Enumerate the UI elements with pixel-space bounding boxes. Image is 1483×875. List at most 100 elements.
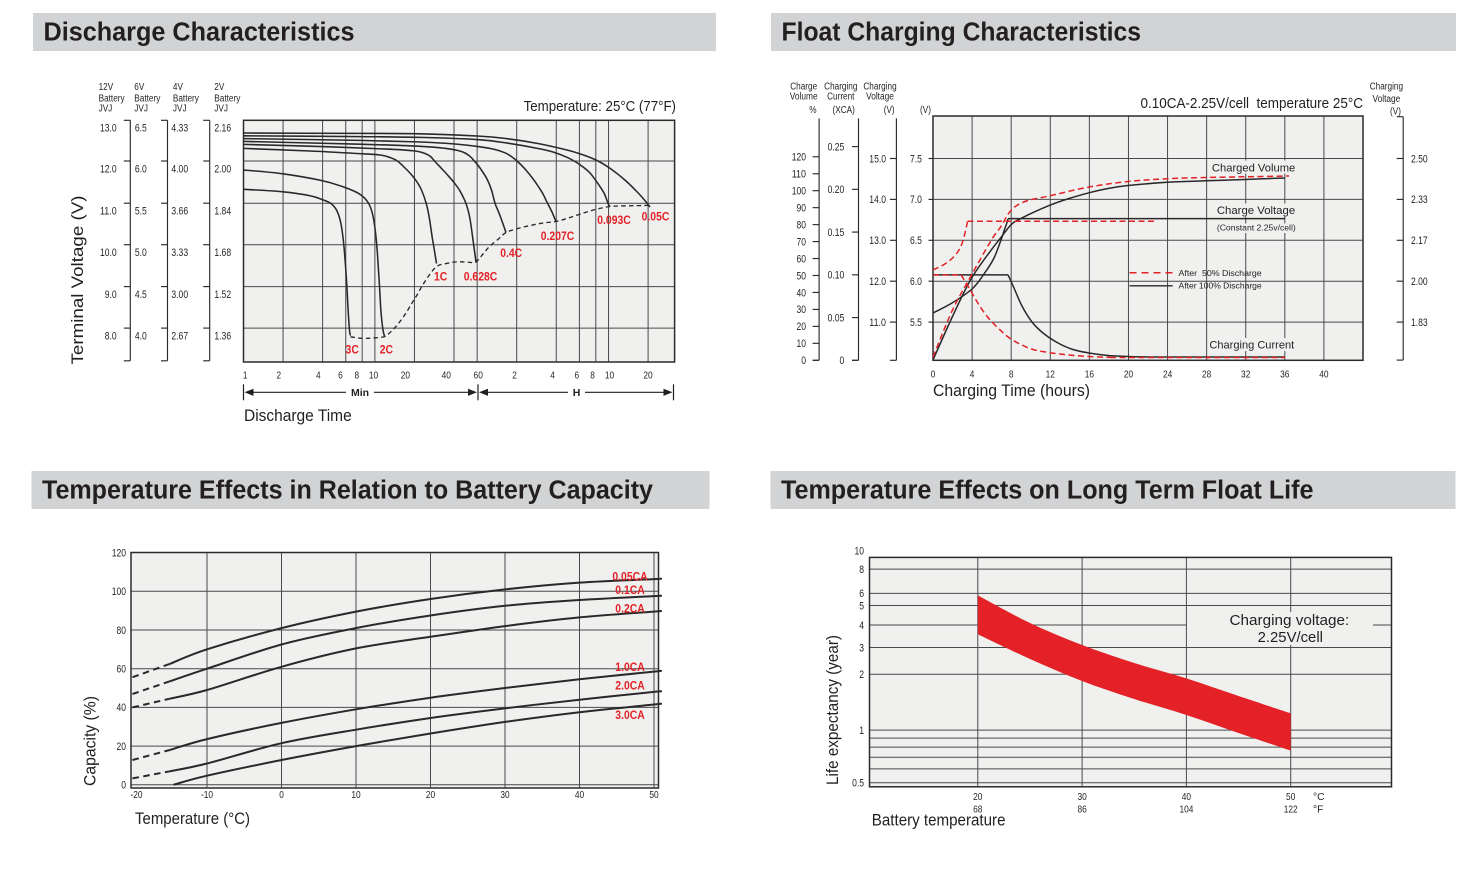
svg-text:4: 4 (550, 371, 555, 382)
svg-text:Battery: Battery (173, 94, 199, 105)
svg-text:6.5: 6.5 (135, 123, 147, 135)
svg-text:Charging: Charging (1370, 82, 1403, 93)
svg-text:0.15: 0.15 (828, 227, 845, 239)
svg-text:24: 24 (1163, 370, 1173, 381)
svg-text:36: 36 (1280, 370, 1290, 381)
svg-text:2C: 2C (380, 342, 394, 356)
svg-text:28: 28 (1202, 370, 1212, 381)
svg-text:86: 86 (1077, 805, 1087, 816)
svg-text:20: 20 (426, 790, 436, 801)
svg-text:32: 32 (1241, 370, 1251, 381)
svg-text:4V: 4V (173, 82, 183, 93)
svg-text:11.0: 11.0 (100, 206, 117, 218)
svg-text:3: 3 (859, 642, 864, 654)
svg-text:Current: Current (827, 92, 854, 103)
svg-text:6.5: 6.5 (910, 235, 922, 247)
svg-text:(V): (V) (1390, 107, 1401, 118)
svg-text:1.83: 1.83 (1411, 317, 1428, 329)
svg-text:50: 50 (649, 790, 659, 801)
svg-text:7.0: 7.0 (910, 194, 922, 206)
svg-text:100: 100 (112, 586, 126, 598)
svg-text:0.25: 0.25 (828, 141, 845, 153)
svg-text:2: 2 (512, 371, 517, 382)
svg-text:°F: °F (1313, 805, 1323, 816)
svg-text:0.05CA: 0.05CA (612, 570, 648, 584)
svg-text:0.05C: 0.05C (642, 210, 670, 224)
svg-text:0.10CA-2.25V/cell temperature: 0.10CA-2.25V/cell temperature 25°C (1141, 96, 1364, 112)
svg-text:20: 20 (401, 371, 411, 382)
svg-text:8: 8 (859, 564, 864, 576)
svg-text:0.2CA: 0.2CA (615, 602, 645, 616)
svg-text:Battery: Battery (99, 94, 125, 105)
svg-text:2.00: 2.00 (1411, 276, 1428, 288)
svg-text:Battery temperature: Battery temperature (872, 811, 1006, 830)
svg-text:Discharge Characteristics: Discharge Characteristics (44, 19, 355, 47)
svg-text:Battery: Battery (134, 94, 160, 105)
svg-text:Voltage: Voltage (866, 92, 894, 103)
svg-text:H: H (573, 387, 581, 399)
svg-text:110: 110 (792, 169, 806, 181)
svg-text:1.52: 1.52 (214, 289, 231, 301)
svg-text:4: 4 (316, 371, 321, 382)
svg-text:Charging Current: Charging Current (1209, 340, 1294, 352)
svg-text:122: 122 (1284, 805, 1298, 816)
svg-text:0.20: 0.20 (828, 184, 845, 196)
svg-text:0: 0 (931, 370, 936, 381)
svg-text:2.50: 2.50 (1411, 153, 1428, 165)
svg-text:Capacity (%): Capacity (%) (82, 696, 100, 786)
svg-text:40: 40 (117, 702, 127, 714)
svg-text:0: 0 (279, 790, 284, 801)
svg-text:JVJ: JVJ (214, 104, 228, 115)
svg-text:50: 50 (797, 270, 807, 282)
svg-text:Voltage: Voltage (1373, 94, 1401, 105)
svg-text:-10: -10 (201, 790, 213, 801)
svg-text:3.0CA: 3.0CA (615, 708, 645, 722)
svg-text:3C: 3C (346, 342, 360, 356)
svg-text:2.16: 2.16 (214, 123, 231, 135)
svg-text:0.5: 0.5 (852, 778, 864, 790)
svg-text:0.628C: 0.628C (464, 270, 498, 284)
svg-text:3.00: 3.00 (171, 289, 188, 301)
svg-text:5: 5 (859, 600, 864, 612)
svg-text:Temperature (°C): Temperature (°C) (135, 809, 250, 828)
svg-text:(XCA): (XCA) (833, 105, 855, 116)
svg-text:60: 60 (117, 664, 127, 676)
svg-text:30: 30 (797, 304, 807, 316)
svg-text:12: 12 (1046, 370, 1056, 381)
svg-text:20: 20 (797, 321, 807, 333)
svg-text:20: 20 (973, 792, 983, 803)
svg-text:Charge: Charge (790, 82, 817, 93)
svg-text:(V): (V) (920, 105, 931, 116)
svg-text:6V: 6V (134, 82, 144, 93)
svg-text:Charging: Charging (824, 82, 857, 93)
svg-text:(Constant 2.25v/cell): (Constant 2.25v/cell) (1217, 223, 1296, 232)
svg-text:0.4C: 0.4C (500, 246, 522, 260)
svg-text:Temperature Effects on Long Te: Temperature Effects on Long Term Float L… (781, 477, 1314, 505)
svg-text:68: 68 (973, 805, 983, 816)
svg-text:16: 16 (1085, 370, 1095, 381)
svg-text:2.17: 2.17 (1411, 235, 1428, 247)
svg-text:10: 10 (351, 790, 361, 801)
svg-text:14.0: 14.0 (869, 194, 886, 206)
svg-text:Min: Min (351, 387, 369, 399)
svg-text:80: 80 (797, 219, 807, 231)
svg-text:2.0CA: 2.0CA (615, 679, 645, 693)
svg-text:10: 10 (797, 338, 807, 350)
svg-text:2V: 2V (214, 82, 224, 93)
svg-text:After 50% Discharge: After 50% Discharge (1179, 268, 1262, 278)
svg-text:2.33: 2.33 (1411, 194, 1428, 206)
svg-text:40: 40 (442, 371, 452, 382)
svg-text:1.36: 1.36 (214, 331, 231, 343)
svg-text:3.33: 3.33 (171, 247, 188, 259)
svg-text:1: 1 (243, 371, 248, 382)
svg-text:0.10: 0.10 (828, 270, 845, 282)
svg-text:10: 10 (369, 371, 379, 382)
svg-text:2.67: 2.67 (171, 331, 188, 343)
svg-text:5.5: 5.5 (910, 317, 922, 329)
svg-text:40: 40 (1182, 792, 1192, 803)
svg-text:12.0: 12.0 (100, 163, 117, 175)
svg-text:Charge Voltage: Charge Voltage (1217, 205, 1295, 217)
svg-text:40: 40 (1319, 370, 1329, 381)
svg-text:4.0: 4.0 (135, 331, 147, 343)
svg-text:20: 20 (117, 741, 127, 753)
